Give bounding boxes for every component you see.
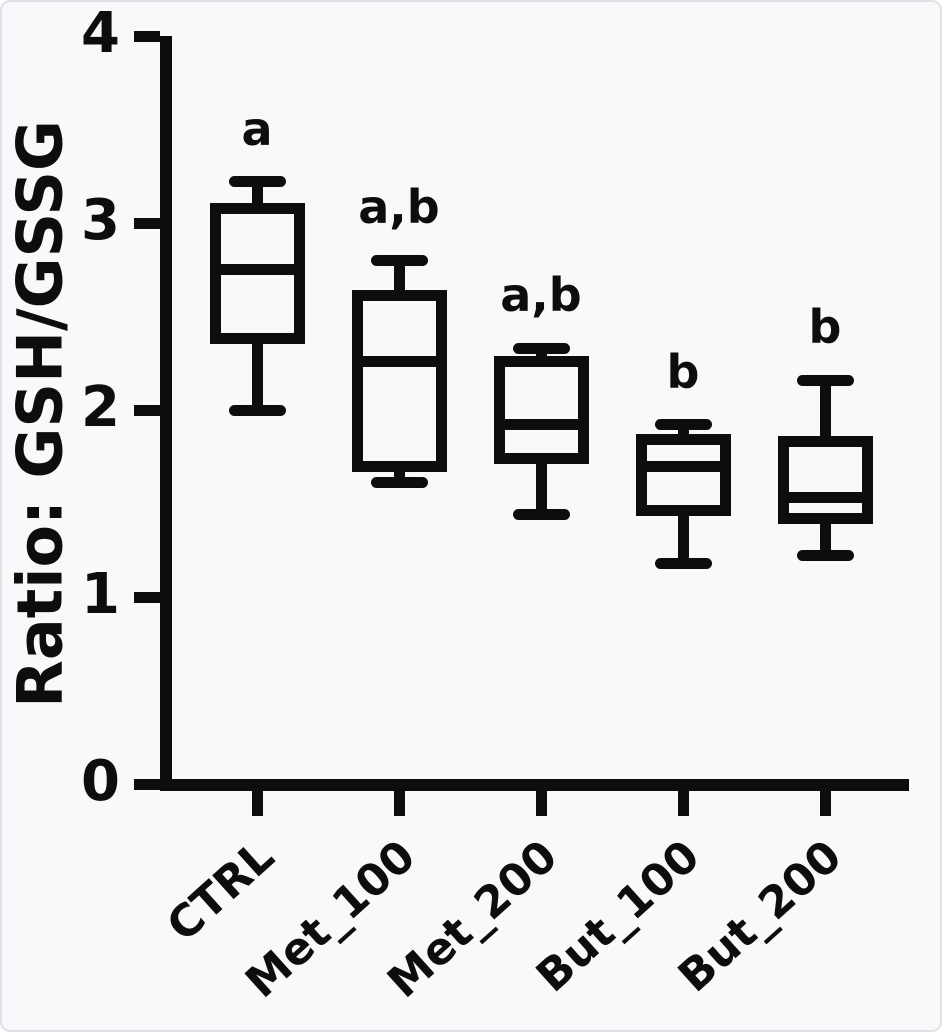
significance-label: a,b [500,268,582,323]
y-tick-label: 3 [81,187,120,253]
y-tick [134,404,160,416]
y-tick-label: 0 [81,748,120,814]
lower-whisker-line [535,456,547,517]
x-axis-line [160,778,909,791]
upper-whisker-line [251,179,263,211]
y-tick [134,217,160,229]
x-tick [535,789,547,816]
iqr-box [777,436,873,524]
lower-whisker-cap [370,477,428,489]
upper-whisker-cap [370,254,428,266]
y-tick [134,30,160,42]
lower-whisker-line [393,464,405,485]
upper-whisker-cap [654,419,712,431]
upper-whisker-line [393,258,405,298]
lower-whisker-cap [228,404,286,416]
iqr-box [635,434,731,517]
upper-whisker-cap [796,374,854,386]
lower-whisker-cap [512,509,570,521]
y-tick-label: 4 [81,0,120,66]
lower-whisker-line [251,336,263,412]
x-tick [393,789,405,816]
x-category-label-text: CTRL [157,830,284,952]
y-tick-label: 1 [81,561,120,627]
lower-whisker-line [677,508,689,566]
upper-whisker-cap [512,342,570,354]
y-axis-line [160,36,172,791]
median-line [351,355,447,367]
median-line [635,460,731,472]
x-tick [677,789,689,816]
y-tick-label: 2 [81,374,120,440]
y-tick [134,591,160,603]
y-tick [134,778,160,790]
iqr-box [493,355,589,465]
upper-whisker-line [535,346,547,364]
significance-label: a,b [358,180,440,235]
median-line [493,419,589,431]
lower-whisker-cap [654,557,712,569]
x-tick [251,789,263,816]
upper-whisker-line [677,422,689,442]
median-line [209,264,305,276]
significance-label: b [808,300,842,355]
upper-whisker-line [819,378,831,444]
significance-label: b [666,344,700,399]
x-tick [819,789,831,816]
significance-label: a [241,101,273,156]
lower-whisker-cap [796,550,854,562]
upper-whisker-cap [228,176,286,188]
lower-whisker-line [819,516,831,558]
median-line [777,492,873,504]
iqr-box [351,290,447,472]
